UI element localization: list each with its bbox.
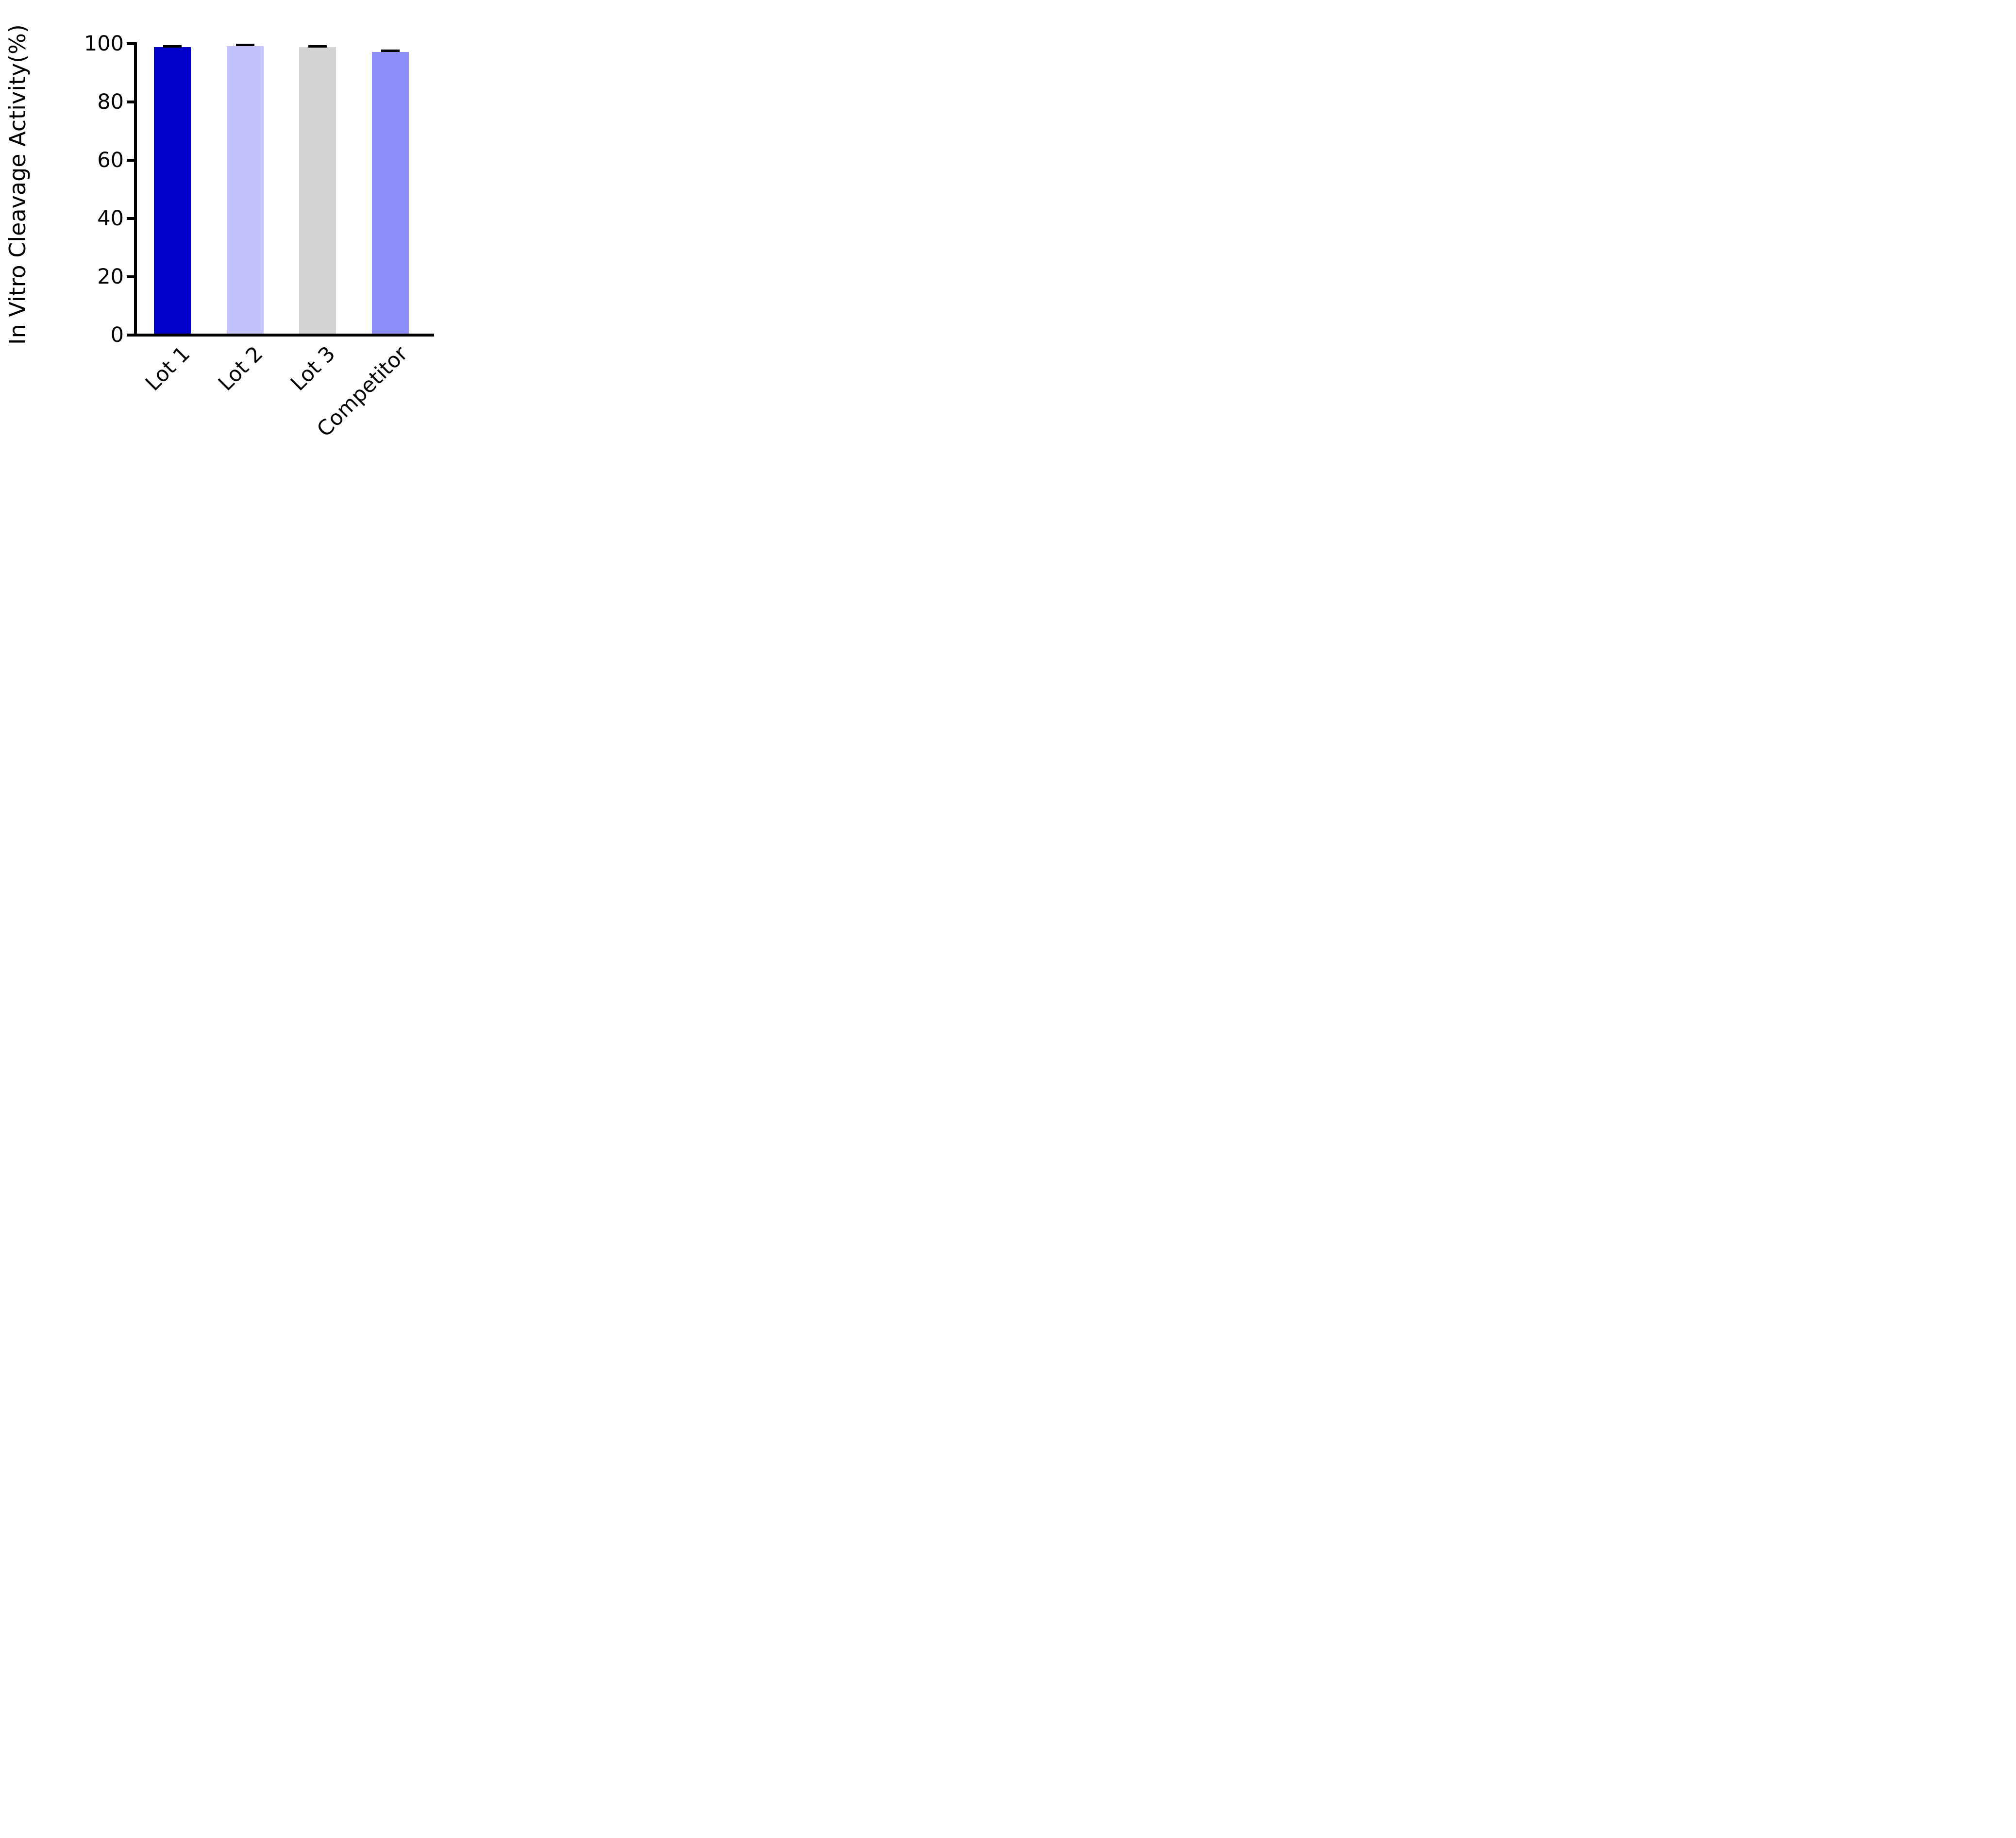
bar — [227, 46, 264, 334]
y-axis-tick — [127, 42, 134, 45]
y-axis-tick-label: 0 — [110, 323, 124, 347]
y-axis-tick — [127, 159, 134, 162]
y-axis-tick-label: 60 — [97, 148, 124, 172]
error-bar-cap — [381, 49, 400, 52]
y-axis-tick-label: 100 — [84, 32, 124, 56]
bar — [299, 47, 336, 334]
bar — [372, 51, 409, 334]
x-axis-label: Lot 1 — [140, 341, 195, 396]
error-bar-cap — [163, 45, 182, 48]
error-bar-cap — [308, 45, 327, 48]
y-axis-tick-label: 40 — [97, 206, 124, 231]
x-axis-label: Lot 2 — [213, 341, 268, 396]
y-axis-tick — [127, 275, 134, 278]
y-axis-tick — [127, 101, 134, 103]
y-axis-tick — [127, 217, 134, 220]
error-bar-cap — [236, 44, 254, 47]
bar-chart-figure: In Vitro Cleavage Activity(%) 0 20 40 60 80 1… — [0, 0, 504, 459]
y-axis-title: In Vitro Cleavage Activity(%) — [4, 24, 31, 345]
y-axis-tick-label: 20 — [97, 265, 124, 289]
x-axis-label: Lot 3 — [286, 341, 340, 396]
y-axis-tick — [127, 334, 134, 337]
y-axis-tick-label: 80 — [97, 90, 124, 114]
y-axis-line — [134, 42, 137, 337]
x-axis-line — [134, 334, 434, 337]
bar — [154, 47, 191, 334]
